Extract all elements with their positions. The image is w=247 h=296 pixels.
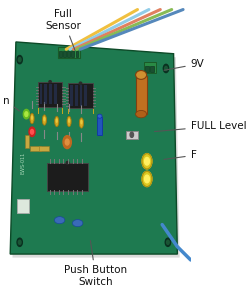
Ellipse shape [43, 117, 45, 121]
Bar [58, 47, 81, 58]
Text: n: n [3, 96, 19, 111]
Polygon shape [13, 46, 180, 258]
Ellipse shape [42, 115, 46, 125]
Bar [136, 76, 147, 114]
Circle shape [25, 112, 28, 117]
Bar [59, 52, 62, 57]
Circle shape [166, 240, 169, 244]
Circle shape [23, 110, 29, 119]
Text: EWS-011: EWS-011 [20, 152, 25, 174]
Circle shape [142, 171, 152, 186]
Bar [38, 82, 62, 107]
Bar [54, 84, 57, 104]
Circle shape [31, 129, 34, 134]
Bar [80, 85, 82, 106]
Ellipse shape [54, 217, 65, 224]
Ellipse shape [65, 161, 70, 165]
Bar [144, 62, 156, 73]
Ellipse shape [55, 116, 59, 127]
Bar [145, 65, 149, 72]
Ellipse shape [72, 220, 83, 227]
Ellipse shape [68, 118, 70, 123]
Bar [44, 84, 47, 104]
Circle shape [142, 154, 152, 169]
Ellipse shape [79, 118, 83, 128]
Circle shape [144, 175, 149, 183]
Circle shape [163, 64, 169, 73]
Text: Full
Sensor: Full Sensor [45, 9, 81, 50]
Text: 9V: 9V [164, 59, 205, 70]
Ellipse shape [31, 115, 33, 120]
Circle shape [165, 66, 167, 70]
Circle shape [165, 238, 170, 246]
Circle shape [63, 136, 71, 149]
Bar [30, 146, 41, 151]
Circle shape [130, 132, 133, 137]
Circle shape [18, 240, 21, 244]
Ellipse shape [79, 81, 82, 85]
Circle shape [65, 139, 69, 145]
Bar [71, 52, 74, 57]
Bar [150, 65, 154, 72]
Circle shape [18, 57, 21, 62]
Circle shape [17, 55, 22, 64]
Ellipse shape [97, 114, 102, 118]
Bar [67, 52, 70, 57]
Circle shape [29, 127, 35, 136]
Circle shape [17, 238, 22, 246]
Bar [84, 85, 87, 106]
Circle shape [144, 157, 149, 165]
Bar [75, 85, 78, 106]
Bar [70, 85, 73, 106]
Ellipse shape [56, 118, 58, 123]
Ellipse shape [136, 110, 147, 118]
Bar [97, 117, 102, 135]
Text: FULL Level: FULL Level [155, 121, 246, 131]
Bar [39, 146, 49, 151]
Bar [40, 84, 42, 104]
Bar [25, 135, 29, 148]
Bar [49, 84, 52, 104]
Bar [68, 83, 93, 108]
Ellipse shape [48, 80, 52, 83]
Ellipse shape [67, 116, 71, 127]
Bar [76, 52, 78, 57]
Text: F: F [164, 150, 197, 160]
Text: Push Button
Switch: Push Button Switch [64, 241, 127, 287]
Polygon shape [10, 42, 177, 254]
Bar [63, 52, 66, 57]
Ellipse shape [80, 120, 82, 124]
Ellipse shape [30, 113, 34, 124]
Bar [126, 131, 138, 139]
Bar [47, 163, 88, 191]
Ellipse shape [136, 70, 147, 79]
Bar [17, 199, 29, 213]
